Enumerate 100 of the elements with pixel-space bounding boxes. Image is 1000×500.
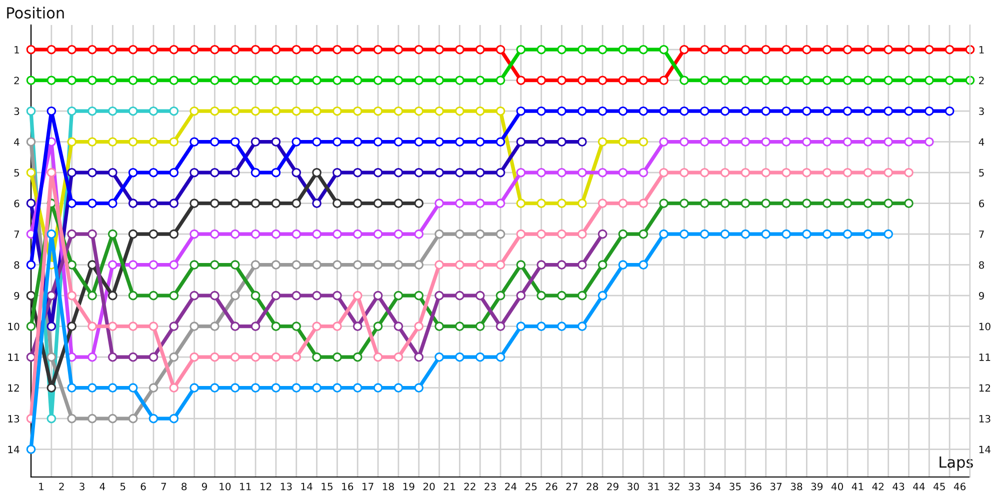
point (414, 137, 424, 146)
y-tick-label: 7 (14, 230, 20, 238)
point (638, 44, 648, 54)
point (822, 106, 832, 116)
point (680, 198, 689, 208)
point (680, 44, 689, 54)
y2-tick-label: 10 (979, 322, 990, 330)
y2-tick-label: 6 (979, 200, 984, 208)
point (557, 76, 566, 85)
point (884, 44, 893, 54)
point (904, 137, 914, 146)
point (88, 414, 97, 424)
point (924, 106, 934, 116)
point (740, 168, 750, 178)
point (802, 76, 812, 85)
point (46, 383, 56, 392)
x-axis-title: Laps (940, 456, 973, 471)
point (659, 198, 668, 208)
point (536, 168, 546, 178)
point (761, 106, 771, 116)
point (169, 414, 179, 424)
point (88, 168, 97, 178)
point (230, 229, 240, 239)
point (700, 76, 710, 85)
point (598, 290, 608, 300)
point (782, 106, 791, 116)
point (434, 137, 444, 146)
x-tick-label: 1 (39, 482, 44, 490)
point (46, 106, 56, 116)
point (394, 383, 404, 392)
x-tick-label: 39 (811, 482, 823, 490)
point (271, 137, 281, 146)
point (332, 137, 342, 146)
point (352, 168, 362, 178)
point (210, 290, 220, 300)
point (46, 76, 56, 85)
point (169, 290, 179, 300)
point (455, 352, 464, 362)
point (148, 290, 158, 300)
point (557, 137, 566, 146)
point (414, 260, 424, 270)
x-tick-label: 34 (709, 482, 721, 490)
point (108, 106, 118, 116)
point (822, 44, 832, 54)
y-tick-label: 9 (14, 292, 20, 300)
point (904, 106, 914, 116)
point (659, 106, 668, 116)
point (67, 106, 76, 116)
point (332, 322, 342, 331)
point (148, 106, 158, 116)
point (638, 168, 648, 178)
point (720, 137, 730, 146)
point (250, 106, 260, 116)
point (169, 137, 179, 146)
point (536, 76, 546, 85)
y2-tick-label: 11 (979, 354, 990, 361)
point (190, 260, 199, 270)
point (373, 260, 383, 270)
point (250, 322, 260, 331)
x-tick-label: 32 (668, 482, 680, 490)
point (434, 44, 444, 54)
point (434, 260, 444, 270)
point (67, 290, 76, 300)
point (190, 322, 199, 331)
point (250, 352, 260, 362)
point (394, 198, 404, 208)
point (618, 198, 628, 208)
x-tick-label: 24 (505, 482, 517, 490)
point (169, 229, 179, 239)
point (271, 383, 281, 392)
point (46, 229, 56, 239)
point (352, 76, 362, 85)
point (67, 137, 76, 146)
point (516, 260, 526, 270)
point (88, 290, 97, 300)
point (802, 229, 812, 239)
x-tick-label: 6 (140, 482, 146, 490)
point (46, 168, 56, 178)
point (250, 44, 260, 54)
point (128, 198, 138, 208)
y-tick-label: 2 (14, 76, 19, 84)
point (394, 168, 404, 178)
point (373, 198, 383, 208)
y2-tick-label: 12 (979, 384, 990, 392)
point (842, 137, 852, 146)
point (863, 44, 873, 54)
point (475, 290, 485, 300)
point (230, 137, 240, 146)
point (128, 260, 138, 270)
point (516, 168, 526, 178)
point (108, 229, 118, 239)
point (761, 229, 771, 239)
point (190, 383, 199, 392)
point (516, 229, 526, 239)
point (842, 229, 852, 239)
point (618, 106, 628, 116)
point (394, 260, 404, 270)
point (128, 229, 138, 239)
point (822, 229, 832, 239)
point (842, 168, 852, 178)
